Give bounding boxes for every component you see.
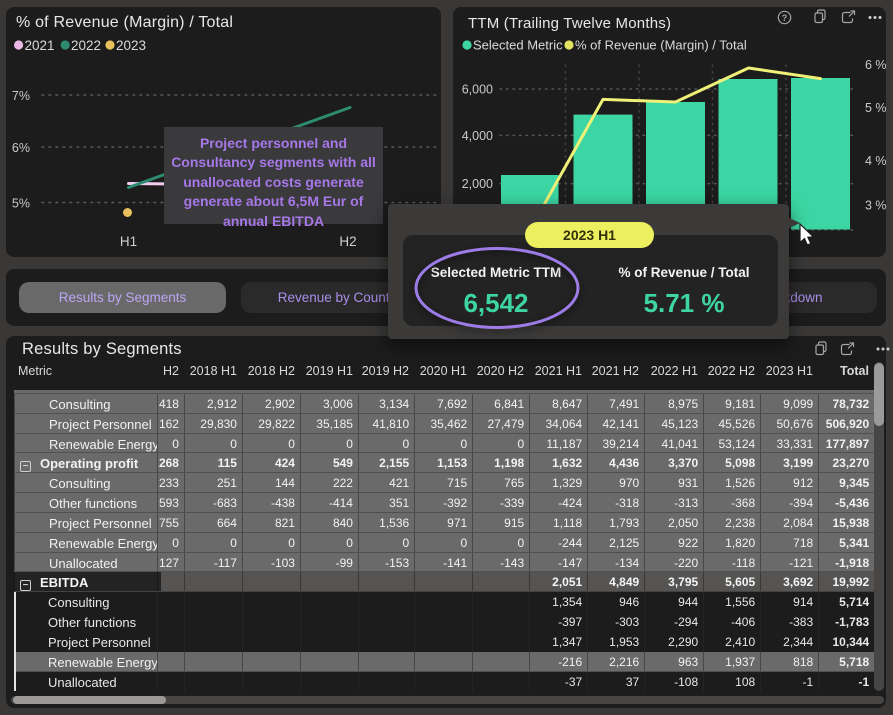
svg-text:2,000: 2,000	[462, 177, 493, 191]
svg-text:6,000: 6,000	[462, 83, 493, 97]
svg-text:7%: 7%	[12, 89, 30, 103]
svg-text:% of Revenue (Margin) / Total: % of Revenue (Margin) / Total	[575, 38, 747, 53]
svg-text:2023: 2023	[116, 38, 146, 53]
svg-text:2021: 2021	[25, 38, 55, 53]
svg-text:?: ?	[782, 13, 788, 23]
svg-text:3 %: 3 %	[865, 198, 886, 212]
svg-text:4,000: 4,000	[462, 129, 493, 143]
svg-text:2022: 2022	[71, 38, 101, 53]
svg-text:H2: H2	[339, 234, 356, 249]
svg-text:Selected Metric: Selected Metric	[473, 38, 563, 53]
svg-text:6%: 6%	[12, 141, 30, 155]
svg-text:6 %: 6 %	[865, 58, 886, 72]
svg-text:5 %: 5 %	[865, 101, 886, 115]
svg-text:H1: H1	[120, 234, 137, 249]
svg-text:5%: 5%	[12, 197, 30, 211]
svg-text:4 %: 4 %	[865, 154, 886, 168]
